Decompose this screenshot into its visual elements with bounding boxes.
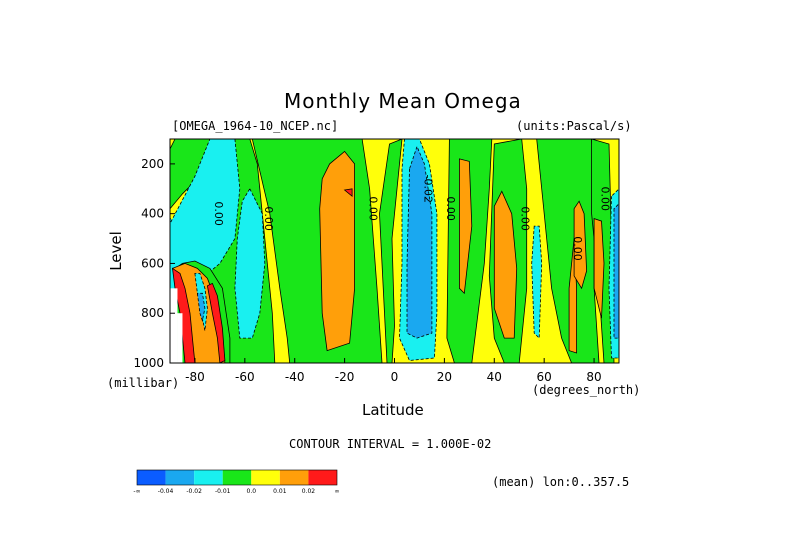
contour-region-27: [171, 267, 196, 363]
contour-region-5: [170, 139, 241, 294]
x-tick-label-0: -80: [185, 370, 205, 384]
contour-region-17: [531, 225, 543, 340]
missing-data-region-0: [170, 288, 178, 363]
axis-ticks: -80 -60 -40 -20 0 20 40 60 80 200 400 600 800 1000: [133, 157, 601, 384]
x-axis-label: Latitude: [362, 401, 424, 419]
contour-region-24: [613, 203, 619, 339]
contour-region-10: [379, 139, 403, 363]
y-tick-label-1: 400: [141, 207, 164, 221]
contour-region-12: [406, 145, 433, 339]
contour-region-9: [343, 188, 353, 198]
file-label: [OMEGA_1964-10_NCEP.nc]: [172, 119, 339, 133]
contour-fill-layer: [170, 139, 619, 363]
contour-region-6: [234, 187, 266, 339]
x-tick-label-2: -40: [285, 370, 305, 384]
contour-label-5: 0.00: [519, 206, 532, 231]
units-label: (units:Pascal/s): [516, 119, 632, 133]
chart-title: Monthly Mean Omega: [284, 89, 522, 113]
contour-label-3: -0.02: [421, 175, 434, 203]
contour-region-16: [493, 190, 518, 339]
missing-data-region-1: [177, 313, 183, 363]
contour-region-20: [573, 200, 588, 290]
y-units-label: (millibar): [107, 376, 180, 390]
contour-label-7: 0.00: [599, 186, 612, 211]
contour-region-28: [206, 282, 226, 363]
contour-region-8: [319, 150, 356, 352]
x-tick-label-4: 0: [391, 370, 399, 384]
y-axis-label: Level: [106, 231, 125, 271]
x-tick-label-1: -60: [235, 370, 255, 384]
x-tick-label-7: 60: [537, 370, 552, 384]
contour-region-14: [458, 158, 473, 295]
x-tick-label-8: 80: [586, 370, 601, 384]
x-units-label: (degrees_north): [532, 383, 641, 397]
y-tick-label-0: 200: [141, 157, 164, 171]
contour-label-2: 0.00: [367, 196, 380, 221]
contour-label-layer: 0.00 0.00 0.00 -0.02 0.00 0.00 0.00 0.00: [212, 175, 612, 261]
x-tick-label-3: -20: [335, 370, 355, 384]
x-tick-label-5: 20: [437, 370, 452, 384]
y-tick-label-4: 1000: [133, 356, 164, 370]
contour-label-6: 0.00: [571, 236, 584, 261]
contour-label-1: 0.00: [262, 206, 275, 231]
y-tick-label-3: 800: [141, 306, 164, 320]
x-tick-label-6: 40: [487, 370, 502, 384]
contour-region-30: [196, 292, 206, 323]
contour-interval-label: CONTOUR INTERVAL = 1.000E-02: [289, 437, 492, 451]
y-tick-label-2: 600: [141, 256, 164, 270]
contour-label-4: 0.00: [444, 196, 457, 221]
mean-note: (mean) lon:0..357.5: [492, 475, 630, 489]
contour-label-0: 0.00: [212, 201, 225, 226]
contour-region-22: [593, 218, 605, 319]
